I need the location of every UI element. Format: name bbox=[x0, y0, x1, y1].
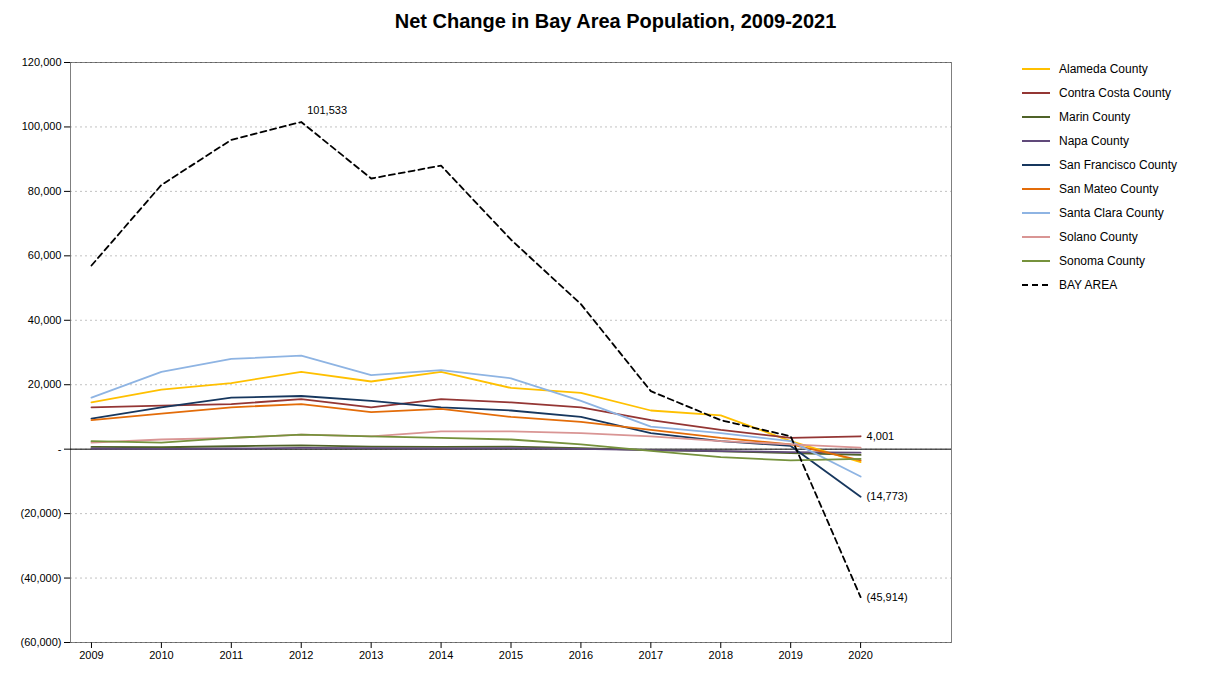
html-text:Marin County: Marin County bbox=[1059, 110, 1131, 124]
svg-text:2012: 2012 bbox=[289, 649, 313, 661]
svg-text:2016: 2016 bbox=[569, 649, 593, 661]
html-text:Napa County: Napa County bbox=[1059, 134, 1129, 148]
svg-text:101,533: 101,533 bbox=[307, 104, 347, 116]
html-text:Alameda County: Alameda County bbox=[1059, 62, 1148, 76]
svg-text:60,000: 60,000 bbox=[28, 249, 62, 261]
svg-text:80,000: 80,000 bbox=[28, 185, 62, 197]
svg-text:2017: 2017 bbox=[639, 649, 663, 661]
svg-text:100,000: 100,000 bbox=[22, 120, 62, 132]
svg-text:(40,000): (40,000) bbox=[21, 572, 62, 584]
html-text:Net Change in Bay Area Populat: Net Change in Bay Area Population, 2009-… bbox=[394, 10, 837, 32]
svg-text:40,000: 40,000 bbox=[28, 314, 62, 326]
svg-text:20,000: 20,000 bbox=[28, 378, 62, 390]
svg-text:2010: 2010 bbox=[149, 649, 173, 661]
svg-text:(14,773): (14,773) bbox=[867, 490, 908, 502]
html-text:San Mateo County: San Mateo County bbox=[1059, 182, 1159, 196]
svg-text:-: - bbox=[58, 443, 62, 455]
svg-text:4,001: 4,001 bbox=[867, 430, 895, 442]
html-text:San Francisco County: San Francisco County bbox=[1059, 158, 1178, 172]
svg-text:2011: 2011 bbox=[219, 649, 243, 661]
html-text:Contra Costa County: Contra Costa County bbox=[1059, 86, 1172, 100]
svg-text:2018: 2018 bbox=[709, 649, 733, 661]
svg-text:(60,000): (60,000) bbox=[21, 636, 62, 648]
html-text:BAY AREA: BAY AREA bbox=[1059, 278, 1118, 292]
svg-text:2013: 2013 bbox=[359, 649, 383, 661]
html-text:Sonoma County: Sonoma County bbox=[1059, 254, 1146, 268]
svg-text:120,000: 120,000 bbox=[22, 56, 62, 68]
svg-text:2019: 2019 bbox=[778, 649, 802, 661]
svg-text:(45,914): (45,914) bbox=[867, 591, 908, 603]
html-text:Santa Clara County: Santa Clara County bbox=[1059, 206, 1164, 220]
svg-text:(20,000): (20,000) bbox=[21, 507, 62, 519]
svg-text:2015: 2015 bbox=[499, 649, 523, 661]
svg-text:2009: 2009 bbox=[79, 649, 103, 661]
svg-text:2014: 2014 bbox=[429, 649, 453, 661]
html-text:Solano County: Solano County bbox=[1059, 230, 1138, 244]
svg-text:2020: 2020 bbox=[848, 649, 872, 661]
